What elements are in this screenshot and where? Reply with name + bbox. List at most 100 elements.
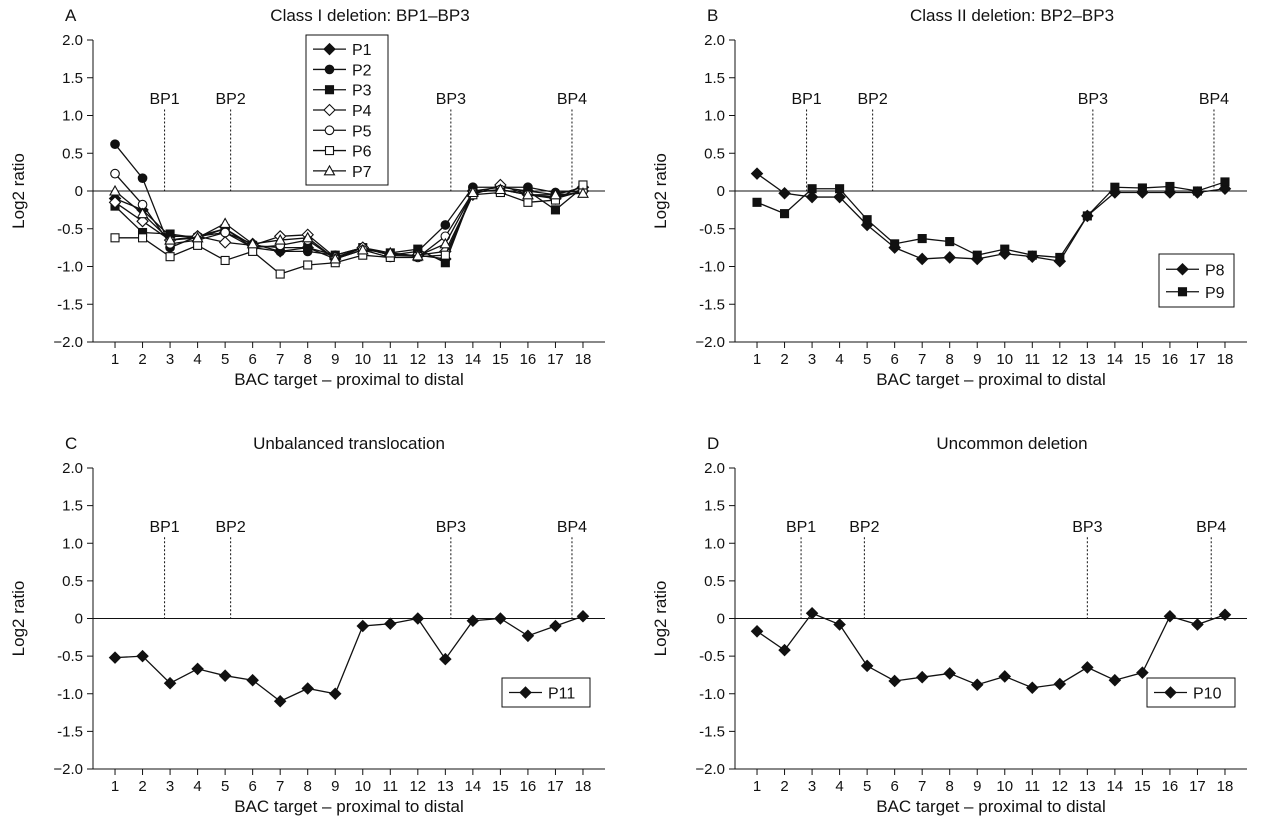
data-point-p6 xyxy=(523,197,533,207)
data-point-p7 xyxy=(577,187,589,198)
x-tick-label: 5 xyxy=(863,778,871,795)
data-point-p3 xyxy=(550,205,561,215)
x-tick-label: 5 xyxy=(221,778,229,795)
y-tick-label: −2.0 xyxy=(53,761,83,778)
x-tick-label: 4 xyxy=(193,351,201,368)
data-point-p6 xyxy=(165,252,175,262)
legend-label: P5 xyxy=(352,123,372,140)
x-tick-label: 11 xyxy=(1025,351,1041,368)
legend-label: P7 xyxy=(352,164,372,181)
legend-label: P6 xyxy=(352,144,372,161)
breakpoint-label: BP2 xyxy=(849,519,879,536)
x-tick-label: 2 xyxy=(780,351,788,368)
series-line-p1 xyxy=(114,186,584,260)
data-point-p11 xyxy=(549,619,562,633)
series-line-p5 xyxy=(114,173,584,260)
y-tick-label: 1.5 xyxy=(62,70,83,87)
x-axis-label: BAC target – proximal to distal xyxy=(876,797,1106,816)
y-tick-label: 0.5 xyxy=(704,573,725,590)
panel-letter: B xyxy=(707,6,718,25)
y-tick-label: -1.5 xyxy=(699,296,725,313)
y-axis-label: Log2 ratio xyxy=(9,153,28,229)
y-axis-label: Log2 ratio xyxy=(651,581,670,657)
chart-title: Uncommon deletion xyxy=(936,434,1087,453)
series-line-p10 xyxy=(756,612,1226,689)
x-tick-label: 13 xyxy=(1079,351,1096,368)
data-point-p9 xyxy=(807,184,817,194)
panel-letter: C xyxy=(65,434,77,453)
data-point-p7 xyxy=(329,252,342,264)
y-tick-label: 1.5 xyxy=(62,498,83,515)
data-point-p11 xyxy=(273,694,287,708)
breakpoint-label: BP1 xyxy=(791,91,821,108)
x-tick-label: 17 xyxy=(547,778,564,795)
data-point-p9 xyxy=(1192,186,1203,196)
x-tick-label: 14 xyxy=(1107,351,1124,368)
x-tick-label: 4 xyxy=(835,351,843,368)
data-point-p10 xyxy=(778,643,791,657)
x-tick-label: 18 xyxy=(575,351,592,368)
legend: P11 xyxy=(501,677,591,708)
chart-title: Unbalanced translocation xyxy=(253,434,445,453)
data-point-p8 xyxy=(943,251,956,264)
data-point-p11 xyxy=(466,614,480,628)
y-tick-label: 1.0 xyxy=(704,535,725,552)
data-point-p7 xyxy=(109,184,121,196)
data-point-p2 xyxy=(110,139,120,150)
y-tick-label: 2.0 xyxy=(704,460,725,477)
x-tick-label: 8 xyxy=(946,778,954,795)
data-point-p10 xyxy=(943,667,956,680)
breakpoint-label: BP2 xyxy=(858,91,888,108)
data-point-p6 xyxy=(193,240,203,250)
x-tick-label: 12 xyxy=(409,778,426,795)
y-tick-label: −2.0 xyxy=(695,761,725,778)
data-point-p7 xyxy=(136,207,149,219)
x-tick-label: 5 xyxy=(863,351,871,368)
data-point-p9 xyxy=(862,215,872,225)
x-tick-label: 14 xyxy=(465,351,482,368)
x-tick-label: 15 xyxy=(1134,351,1151,368)
data-point-p10 xyxy=(888,674,901,688)
x-axis-label: BAC target – proximal to distal xyxy=(234,370,464,389)
data-point-p10 xyxy=(1163,609,1177,623)
x-tick-label: 5 xyxy=(221,351,229,368)
x-tick-label: 16 xyxy=(1162,778,1179,795)
legend: P10 xyxy=(1146,677,1236,708)
x-tick-label: 15 xyxy=(1134,778,1151,795)
data-point-p7 xyxy=(521,188,534,200)
legend-marker-p4 xyxy=(323,103,336,117)
x-tick-label: 11 xyxy=(1025,778,1041,795)
data-point-p7 xyxy=(494,183,507,195)
data-point-p5 xyxy=(220,227,230,238)
x-tick-label: 14 xyxy=(1107,778,1124,795)
data-point-p4 xyxy=(136,214,149,228)
data-point-p9 xyxy=(972,250,982,260)
y-tick-label: -1.0 xyxy=(699,686,725,703)
data-point-p6 xyxy=(220,255,230,266)
x-tick-label: 6 xyxy=(890,778,898,795)
breakpoint-label: BP4 xyxy=(1199,91,1229,108)
x-tick-label: 2 xyxy=(138,351,146,368)
data-point-p9 xyxy=(1165,181,1175,192)
data-point-p11 xyxy=(136,649,149,663)
y-tick-label: 0.5 xyxy=(704,145,725,162)
data-point-p7 xyxy=(301,231,314,243)
data-point-p7 xyxy=(439,237,452,249)
x-tick-label: 8 xyxy=(946,351,954,368)
chart-panel-c: C Unbalanced translocation 2.0 1.5 1.0 0.5 0 -0… xyxy=(9,434,605,816)
data-point-p11 xyxy=(384,617,397,631)
x-tick-label: 8 xyxy=(304,778,312,795)
y-tick-label: 0 xyxy=(75,611,83,628)
data-point-p9 xyxy=(1082,211,1092,221)
legend-label: P10 xyxy=(1193,686,1222,703)
x-tick-label: 8 xyxy=(304,351,312,368)
y-tick-label: 1.0 xyxy=(62,108,83,125)
data-point-p10 xyxy=(833,618,846,631)
x-tick-label: 15 xyxy=(492,778,509,795)
x-tick-label: 11 xyxy=(383,351,399,368)
data-point-p10 xyxy=(1108,673,1122,687)
data-point-p10 xyxy=(1218,608,1232,622)
y-tick-label: 0 xyxy=(717,183,725,200)
